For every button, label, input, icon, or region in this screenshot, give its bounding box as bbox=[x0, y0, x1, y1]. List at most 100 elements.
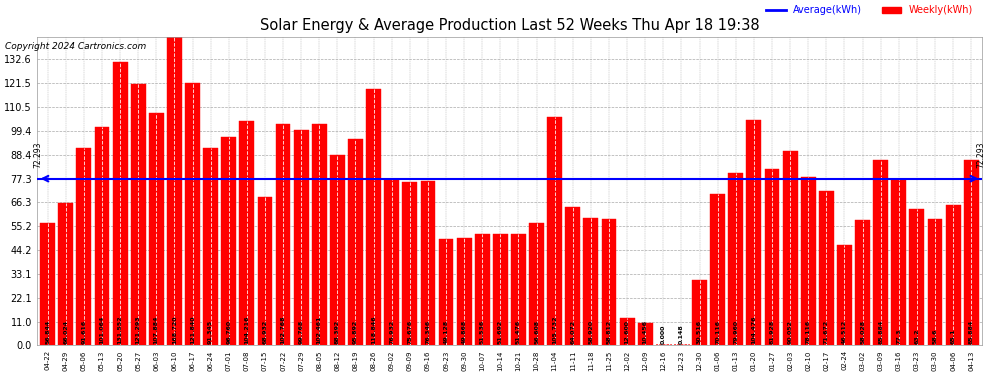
Bar bbox=[257, 197, 272, 345]
Bar bbox=[58, 203, 73, 345]
Text: 51.476: 51.476 bbox=[516, 320, 521, 344]
Text: 56.608: 56.608 bbox=[534, 320, 540, 344]
Bar bbox=[620, 318, 635, 345]
Bar bbox=[456, 238, 471, 345]
Bar bbox=[222, 136, 237, 345]
Bar bbox=[783, 151, 798, 345]
Bar bbox=[95, 128, 109, 345]
Bar bbox=[493, 234, 508, 345]
Text: 85.884: 85.884 bbox=[878, 320, 883, 344]
Text: 12.600: 12.600 bbox=[625, 320, 630, 344]
Title: Solar Energy & Average Production Last 52 Weeks Thu Apr 18 19:38: Solar Energy & Average Production Last 5… bbox=[259, 18, 759, 33]
Bar bbox=[167, 0, 182, 345]
Text: 91.345: 91.345 bbox=[208, 320, 213, 344]
Bar bbox=[910, 209, 925, 345]
Bar bbox=[41, 223, 55, 345]
Bar bbox=[384, 179, 399, 345]
Text: 81.928: 81.928 bbox=[769, 320, 774, 344]
Text: 101.064: 101.064 bbox=[99, 315, 105, 344]
Bar bbox=[421, 181, 436, 345]
Text: 68.932: 68.932 bbox=[262, 320, 267, 344]
Bar bbox=[819, 191, 834, 345]
Text: 58.028: 58.028 bbox=[860, 320, 865, 344]
Text: 102.461: 102.461 bbox=[317, 315, 322, 344]
Bar bbox=[583, 218, 598, 345]
Bar bbox=[837, 245, 851, 345]
Text: 0.148: 0.148 bbox=[679, 324, 684, 344]
Text: 70.116: 70.116 bbox=[715, 320, 720, 344]
Bar bbox=[240, 120, 254, 345]
Bar bbox=[366, 89, 381, 345]
Text: 104.476: 104.476 bbox=[751, 315, 756, 344]
Bar bbox=[330, 155, 345, 345]
Text: 58.812: 58.812 bbox=[607, 320, 612, 344]
Bar bbox=[530, 223, 544, 345]
Text: 88.392: 88.392 bbox=[335, 320, 340, 344]
Legend: Average(kWh), Weekly(kWh): Average(kWh), Weekly(kWh) bbox=[762, 2, 977, 20]
Bar bbox=[402, 182, 417, 345]
Bar bbox=[511, 234, 526, 345]
Text: 63.2: 63.2 bbox=[915, 328, 920, 344]
Text: 168.720: 168.720 bbox=[172, 315, 177, 344]
Bar bbox=[674, 344, 689, 345]
Bar bbox=[475, 234, 490, 345]
Text: 51.692: 51.692 bbox=[498, 320, 503, 344]
Text: 71.672: 71.672 bbox=[824, 320, 829, 344]
Bar bbox=[964, 160, 979, 345]
Bar bbox=[76, 148, 91, 345]
Bar bbox=[638, 323, 652, 345]
Bar bbox=[891, 178, 906, 345]
Text: 90.052: 90.052 bbox=[788, 320, 793, 344]
Bar bbox=[565, 207, 580, 345]
Bar bbox=[148, 112, 163, 345]
Bar bbox=[729, 173, 743, 345]
Text: 75.676: 75.676 bbox=[407, 320, 412, 344]
Text: 105.732: 105.732 bbox=[552, 315, 557, 344]
Bar bbox=[203, 148, 218, 345]
Text: 95.892: 95.892 bbox=[353, 320, 358, 344]
Text: 10.456: 10.456 bbox=[643, 320, 647, 344]
Text: 72.293: 72.293 bbox=[977, 141, 986, 168]
Text: 30.516: 30.516 bbox=[697, 320, 702, 344]
Text: 85.884: 85.884 bbox=[968, 320, 974, 344]
Text: 99.768: 99.768 bbox=[299, 320, 304, 344]
Text: 58.920: 58.920 bbox=[588, 320, 593, 344]
Bar bbox=[710, 194, 725, 345]
Text: 66.024: 66.024 bbox=[63, 320, 68, 344]
Bar bbox=[928, 219, 942, 345]
Bar bbox=[656, 344, 671, 345]
Text: 76.932: 76.932 bbox=[389, 320, 394, 344]
Bar bbox=[312, 124, 327, 345]
Text: 78.116: 78.116 bbox=[806, 320, 811, 344]
Text: 51.536: 51.536 bbox=[480, 320, 485, 344]
Bar bbox=[602, 219, 617, 345]
Text: 104.216: 104.216 bbox=[245, 315, 249, 344]
Bar bbox=[275, 124, 290, 345]
Text: 107.884: 107.884 bbox=[153, 315, 158, 344]
Bar bbox=[294, 130, 309, 345]
Bar bbox=[873, 160, 888, 345]
Bar bbox=[547, 117, 562, 345]
Text: 118.846: 118.846 bbox=[371, 315, 376, 344]
Text: 0.000: 0.000 bbox=[661, 324, 666, 344]
Bar bbox=[185, 82, 200, 345]
Text: 121.840: 121.840 bbox=[190, 315, 195, 344]
Bar bbox=[945, 205, 960, 345]
Bar bbox=[439, 240, 453, 345]
Bar bbox=[801, 177, 816, 345]
Bar bbox=[746, 120, 761, 345]
Text: 46.512: 46.512 bbox=[842, 320, 846, 344]
Bar bbox=[348, 138, 363, 345]
Bar bbox=[692, 280, 707, 345]
Text: 131.552: 131.552 bbox=[118, 315, 123, 344]
Bar bbox=[113, 62, 128, 345]
Text: 58.6: 58.6 bbox=[933, 328, 938, 344]
Text: 49.128: 49.128 bbox=[444, 320, 448, 344]
Text: 76.346: 76.346 bbox=[426, 320, 431, 344]
Text: 65.1: 65.1 bbox=[950, 328, 955, 344]
Text: 102.768: 102.768 bbox=[280, 315, 285, 344]
Text: 96.760: 96.760 bbox=[227, 320, 232, 344]
Text: 56.844: 56.844 bbox=[46, 320, 50, 344]
Text: Copyright 2024 Cartronics.com: Copyright 2024 Cartronics.com bbox=[5, 42, 147, 51]
Text: 77.3: 77.3 bbox=[896, 328, 901, 344]
